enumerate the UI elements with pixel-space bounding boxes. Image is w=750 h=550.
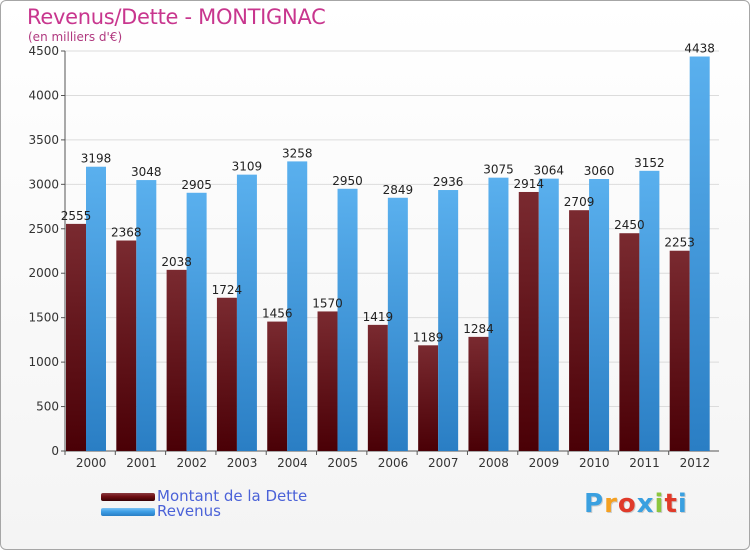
x-tick-label: 2008 <box>478 456 509 470</box>
y-tick-label: 2000 <box>28 266 59 280</box>
y-tick-label: 4000 <box>28 88 59 102</box>
y-tick-label: 3000 <box>28 177 59 191</box>
bar-revenus-2007 <box>438 190 459 451</box>
y-tick-label: 0 <box>51 444 59 458</box>
x-tick-label: 2010 <box>579 456 610 470</box>
bars <box>66 56 710 452</box>
x-tick-label: 2011 <box>629 456 660 470</box>
data-label-dette-2003: 1724 <box>212 283 243 297</box>
bar-revenus-2003 <box>236 174 257 451</box>
logo-letter: i <box>654 489 665 519</box>
bar-revenus-2002 <box>186 192 207 451</box>
data-label-revenus-2012: 4438 <box>684 42 715 56</box>
data-label-revenus-2007: 2936 <box>433 175 464 189</box>
data-label-revenus-2001: 3048 <box>131 165 162 179</box>
logo-letter: x <box>636 489 655 519</box>
data-label-revenus-2005: 2950 <box>332 174 363 188</box>
bar-revenus-2006 <box>387 197 408 451</box>
bar-revenus-2010 <box>589 179 610 451</box>
y-tick-label: 2500 <box>28 222 59 236</box>
x-tick-label: 2012 <box>680 456 711 470</box>
bar-dette-2001 <box>116 240 137 451</box>
proxiti-logo: Proxiti <box>584 489 688 519</box>
legend-label-revenus: Revenus <box>157 502 221 520</box>
data-label-dette-2001: 2368 <box>111 226 142 240</box>
bar-dette-2005 <box>317 311 338 451</box>
bar-revenus-2009 <box>538 178 559 451</box>
legend-swatch-revenus <box>101 508 155 516</box>
data-label-revenus-2010: 3060 <box>584 164 615 178</box>
logo-letter: o <box>617 489 637 519</box>
bar-dette-2002 <box>166 269 187 451</box>
y-tick-label: 500 <box>36 400 59 414</box>
data-label-dette-2012: 2253 <box>664 236 695 250</box>
x-tick-label: 2003 <box>227 456 258 470</box>
data-label-dette-2005: 1570 <box>312 296 343 310</box>
data-label-dette-2010: 2709 <box>564 195 595 209</box>
data-label-dette-2011: 2450 <box>614 218 645 232</box>
legend-swatch-dette <box>101 493 155 501</box>
bar-revenus-2001 <box>136 180 157 452</box>
data-label-revenus-2009: 3064 <box>533 164 564 178</box>
data-label-dette-2008: 1284 <box>463 322 494 336</box>
bar-dette-2010 <box>569 210 590 451</box>
bar-revenus-2008 <box>488 177 509 451</box>
axes: 0 500 1000 1500 2000 2500 3000 3500 4000 4500 2000… <box>28 44 719 470</box>
x-tick-label: 2009 <box>529 456 560 470</box>
data-label-dette-2009: 2914 <box>513 177 544 191</box>
bar-revenus-2000 <box>86 166 106 451</box>
y-tick-label: 1000 <box>28 355 59 369</box>
bar-revenus-2005 <box>337 188 358 451</box>
bar-dette-2006 <box>367 324 388 451</box>
data-label-revenus-2006: 2849 <box>383 183 414 197</box>
legend-label-dette: Montant de la Dette <box>157 487 308 505</box>
y-tick-label: 1500 <box>28 311 59 325</box>
logo-letter: P <box>584 489 605 519</box>
x-tick-label: 2006 <box>378 456 409 470</box>
bar-dette-2000 <box>66 223 86 451</box>
chart-subtitle: (en milliers d'€) <box>28 30 123 44</box>
logo-letter: i <box>677 489 688 519</box>
data-label-dette-2004: 1456 <box>262 307 293 321</box>
data-label-dette-2000: 2555 <box>61 209 92 223</box>
x-tick-label: 2005 <box>327 456 358 470</box>
data-label-dette-2002: 2038 <box>161 255 192 269</box>
logo-letter: r <box>604 489 618 519</box>
bar-dette-2003 <box>216 297 237 451</box>
data-label-revenus-2011: 3152 <box>634 156 665 170</box>
bar-dette-2009 <box>518 191 539 451</box>
x-tick-label: 2002 <box>176 456 207 470</box>
x-tick-label: 2001 <box>126 456 157 470</box>
bar-revenus-2004 <box>287 161 308 451</box>
x-tick-label: 2004 <box>277 456 308 470</box>
x-tick-label: 2000 <box>76 456 107 470</box>
data-label-revenus-2002: 2905 <box>181 178 212 192</box>
bar-dette-2004 <box>267 321 288 451</box>
data-label-dette-2006: 1419 <box>363 310 394 324</box>
data-label-revenus-2003: 3109 <box>232 160 263 174</box>
data-labels: 2555 3198 2368 3048 2038 2905 1724 3109 1456 3258… <box>61 42 715 345</box>
data-label-revenus-2004: 3258 <box>282 146 313 160</box>
bar-dette-2011 <box>619 233 640 451</box>
data-label-dette-2007: 1189 <box>413 330 444 344</box>
bar-revenus-2011 <box>639 170 660 452</box>
y-tick-label: 3500 <box>28 133 59 147</box>
x-tick-label: 2007 <box>428 456 459 470</box>
chart-title: Revenus/Dette - MONTIGNAC <box>27 5 326 29</box>
bar-revenus-2012 <box>689 56 710 452</box>
data-label-revenus-2000: 3198 <box>81 152 112 166</box>
y-tick-label: 4500 <box>28 44 59 58</box>
bar-dette-2008 <box>468 336 489 451</box>
bar-dette-2007 <box>418 345 439 451</box>
logo-letter: t <box>664 489 678 519</box>
data-label-revenus-2008: 3075 <box>483 163 514 177</box>
bar-dette-2012 <box>669 250 690 451</box>
